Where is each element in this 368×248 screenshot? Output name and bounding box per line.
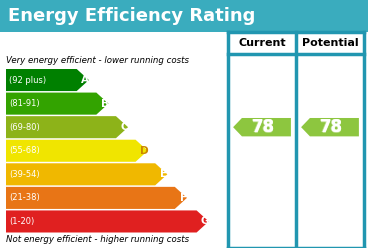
Text: (81-91): (81-91) (9, 99, 40, 108)
Text: 78: 78 (252, 118, 275, 136)
Text: 78: 78 (252, 118, 275, 136)
Polygon shape (6, 93, 109, 115)
Text: Energy Efficiency Rating: Energy Efficiency Rating (8, 7, 255, 25)
Text: G: G (201, 217, 209, 226)
Polygon shape (6, 211, 209, 233)
Text: E: E (160, 169, 167, 179)
Text: 78: 78 (320, 118, 343, 136)
Text: Potential: Potential (302, 38, 358, 48)
Text: Very energy efficient - lower running costs: Very energy efficient - lower running co… (6, 56, 189, 65)
Text: (1-20): (1-20) (9, 217, 34, 226)
Text: (55-68): (55-68) (9, 146, 40, 155)
Text: 78: 78 (319, 118, 342, 136)
Text: C: C (121, 122, 128, 132)
Polygon shape (6, 69, 89, 91)
Text: 78: 78 (320, 118, 343, 136)
Text: (69-80): (69-80) (9, 123, 40, 132)
Text: F: F (180, 193, 187, 203)
Polygon shape (6, 140, 148, 162)
Text: B: B (101, 99, 109, 109)
Polygon shape (6, 187, 187, 209)
Bar (0, 0, 368, 32)
Text: Current: Current (238, 38, 286, 48)
Polygon shape (6, 163, 167, 185)
Text: (21-38): (21-38) (9, 193, 40, 202)
Polygon shape (6, 116, 128, 138)
Text: 78: 78 (320, 119, 343, 137)
Text: Not energy efficient - higher running costs: Not energy efficient - higher running co… (6, 235, 189, 244)
Text: (39-54): (39-54) (9, 170, 40, 179)
Text: D: D (140, 146, 148, 156)
Polygon shape (233, 118, 291, 136)
Text: 78: 78 (251, 118, 275, 136)
Text: 78: 78 (252, 119, 275, 137)
Text: 78: 78 (320, 118, 343, 136)
Text: (92 plus): (92 plus) (9, 76, 46, 85)
Polygon shape (301, 118, 359, 136)
Text: 78: 78 (252, 118, 275, 136)
Text: A: A (81, 75, 89, 85)
